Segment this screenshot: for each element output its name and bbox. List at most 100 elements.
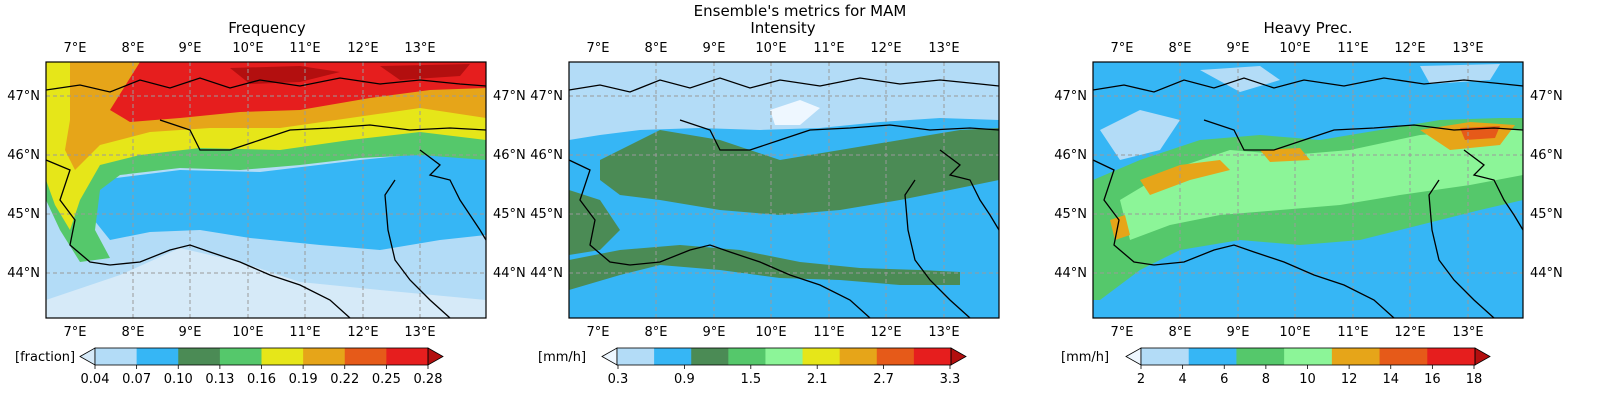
lon-tick: 9°E (703, 325, 726, 340)
colorbar-label: [fraction] (15, 350, 75, 365)
light-region (569, 62, 999, 140)
colorbar-tick-label: 0.28 (414, 372, 443, 387)
lon-tick: 10°E (755, 325, 786, 340)
lon-tick: 9°E (1227, 41, 1250, 56)
lon-tick: 10°E (1279, 325, 1310, 340)
lon-tick: 8°E (1169, 325, 1192, 340)
lon-tick: 7°E (1111, 325, 1134, 340)
lat-tick: 47°N (7, 89, 40, 104)
lon-tick: 13°E (1452, 41, 1483, 56)
green-band-south (569, 245, 960, 290)
lon-tick: 8°E (122, 325, 145, 340)
colorbar-segment (95, 348, 138, 365)
lat-tick: 44°N (1530, 266, 1563, 281)
sea-region (46, 248, 486, 318)
lon-tick: 11°E (289, 325, 320, 340)
lon-tick: 9°E (1227, 325, 1250, 340)
map-intensity (568, 61, 1000, 319)
colorbar-tick-label: 0.22 (330, 372, 359, 387)
lon-tick: 13°E (1452, 325, 1483, 340)
white-patch (770, 100, 820, 125)
colorbar-tick-label: 6 (1220, 372, 1228, 387)
lon-tick: 8°E (122, 41, 145, 56)
gridlines (46, 62, 486, 318)
lon-tick: 12°E (1394, 41, 1425, 56)
map-heavy-prec (1092, 61, 1524, 319)
lat-ticks-left: 47°N 46°N 45°N 44°N (530, 89, 563, 281)
lon-tick: 9°E (179, 41, 202, 56)
colorbar-segment (219, 348, 262, 365)
lon-tick: 13°E (404, 41, 435, 56)
lat-tick: 44°N (493, 266, 526, 281)
colorbar-tick-label: 0.10 (164, 372, 193, 387)
lon-tick: 11°E (289, 41, 320, 56)
green-band (600, 128, 999, 215)
lat-tick: 47°N (1530, 89, 1563, 104)
lon-tick: 7°E (1111, 41, 1134, 56)
panel-heavy-prec: Heavy Prec. (1054, 19, 1563, 387)
colorbar-segment (136, 348, 179, 365)
colorbar-tick-label: 10 (1299, 372, 1316, 387)
colorbar-tick-label: 2 (1137, 372, 1145, 387)
lon-tick: 9°E (179, 325, 202, 340)
colorbar-tick-label: 0.9 (674, 372, 695, 387)
lon-ticks-top: 7°E 8°E 9°E 10°E 11°E 12°E 13°E (587, 41, 960, 56)
colorbar-segment (1427, 348, 1476, 365)
lon-tick: 8°E (1169, 41, 1192, 56)
lon-tick: 10°E (755, 41, 786, 56)
colorbar-tick-label: 0.13 (205, 372, 234, 387)
colorbar-segment (1379, 348, 1428, 365)
colorbar-frame (1140, 347, 1476, 366)
coastline (45, 77, 487, 319)
colorbar-label: [mm/h] (1061, 350, 1109, 365)
colorbar-tick-label: 12 (1341, 372, 1358, 387)
lon-tick: 11°E (1337, 325, 1368, 340)
lon-tick: 12°E (1394, 325, 1425, 340)
lon-tick: 7°E (587, 325, 610, 340)
lat-tick: 47°N (530, 89, 563, 104)
map-frequency (45, 61, 487, 319)
lon-tick: 9°E (703, 41, 726, 56)
colorbar-tick-label: 0.19 (289, 372, 318, 387)
colorbar-extend-min (601, 347, 618, 366)
light-patches (1100, 64, 1500, 160)
lat-tick: 46°N (530, 148, 563, 163)
colorbar-segment (691, 348, 729, 365)
map-frame (45, 61, 487, 319)
lat-tick: 45°N (530, 207, 563, 222)
colorbar-segment (654, 348, 692, 365)
lon-tick: 8°E (645, 325, 668, 340)
lon-tick: 10°E (1279, 41, 1310, 56)
colorbar-extend-min (79, 347, 96, 366)
lat-tick: 45°N (1530, 207, 1563, 222)
panel-title: Heavy Prec. (1263, 19, 1352, 37)
gridlines (1093, 62, 1523, 318)
panel-frequency: Frequency (7, 19, 526, 387)
colorbar-segment (876, 348, 915, 365)
colorbar-tick-label: 8 (1262, 372, 1270, 387)
lon-tick: 12°E (870, 41, 901, 56)
colorbar-tick-label: 2.1 (807, 372, 828, 387)
lon-ticks-top: 7°E 8°E 9°E 10°E 11°E 12°E 13°E (64, 41, 436, 56)
colorbar-segment (1236, 348, 1285, 365)
lat-tick: 45°N (1054, 207, 1087, 222)
map-frame (1092, 61, 1524, 319)
alpine-red (110, 62, 486, 122)
lon-tick: 12°E (347, 41, 378, 56)
lon-tick: 12°E (347, 325, 378, 340)
colorbar-segment (913, 348, 952, 365)
colorbar-tick-label: 4 (1178, 372, 1186, 387)
lat-tick: 46°N (493, 148, 526, 163)
colorbar-extend-max (1474, 347, 1491, 366)
lat-ticks-right: 47°N 46°N 45°N 44°N (493, 89, 526, 281)
colorbar-intensity: 0.3 0.9 1.5 2.1 2.7 3.3 (601, 347, 967, 387)
colorbar-segment (839, 348, 878, 365)
lon-tick: 7°E (64, 325, 87, 340)
lat-ticks-left: 47°N 46°N 45°N 44°N (7, 89, 40, 281)
lon-tick: 13°E (928, 41, 959, 56)
colorbar-frequency: 0.04 0.07 0.10 0.13 0.16 0.19 0.22 0.25 0.28 (79, 347, 444, 387)
colorbar-extend-max (427, 347, 444, 366)
colorbar-tick-label: 0.04 (81, 372, 110, 387)
colorbar-segment (1331, 348, 1381, 365)
colorbar-segment (303, 348, 346, 365)
